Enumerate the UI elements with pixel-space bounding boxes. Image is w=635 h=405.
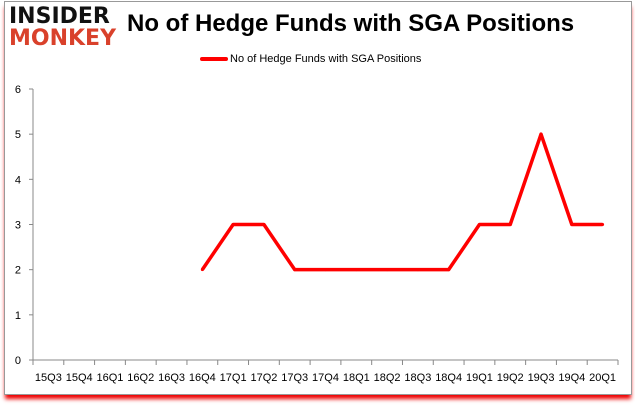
data-point [477,223,481,226]
data-point [262,223,266,226]
x-tick-label: 20Q1 [589,372,616,384]
y-tick-label: 3 [15,220,21,232]
x-tick-label: 18Q4 [435,372,462,384]
chart-frame [4,1,632,395]
logo-line1: INSIDER [9,4,110,29]
chart-title: No of Hedge Funds with SGA Positions [127,10,575,37]
x-tick-label: 19Q2 [497,372,524,384]
y-tick-label: 2 [15,265,21,277]
data-point [508,223,512,226]
x-tick-label: 18Q2 [374,372,401,384]
y-tick-label: 5 [15,129,21,141]
y-tick-label: 0 [15,355,21,367]
x-tick-label: 17Q2 [250,372,277,384]
data-point [231,223,235,226]
data-point [447,268,451,272]
x-tick-label: 19Q3 [528,372,555,384]
x-tick-label: 19Q1 [466,372,493,384]
y-tick-label: 6 [15,84,21,96]
x-tick-label: 19Q4 [558,372,585,384]
x-tick-label: 16Q1 [97,372,124,384]
data-point [539,132,543,136]
x-tick-label: 17Q4 [312,372,339,384]
x-tick-label: 17Q1 [220,372,247,384]
data-point [200,268,204,272]
x-tick-label: 16Q2 [127,372,154,384]
x-tick-label: 15Q3 [35,372,62,384]
data-point [354,268,358,272]
logo-line2: MONKEY [9,26,117,51]
data-point [601,223,605,226]
x-tick-label: 16Q3 [158,372,185,384]
insider-monkey-logo: INSIDER MONKEY [9,6,119,50]
y-tick-label: 4 [15,174,21,186]
legend-swatch [200,57,228,61]
legend-label: No of Hedge Funds with SGA Positions [230,53,422,65]
data-point [293,268,297,272]
x-tick-label: 18Q1 [343,372,370,384]
x-tick-label: 16Q4 [189,372,216,384]
data-point [324,268,327,272]
legend: No of Hedge Funds with SGA Positions [200,53,421,65]
x-tick-label: 17Q3 [281,372,308,384]
data-point [416,268,420,272]
x-tick-label: 15Q4 [66,372,93,384]
y-tick-label: 1 [15,310,21,322]
series-line [200,132,603,272]
data-point [385,268,389,272]
x-tick-label: 18Q3 [404,372,431,384]
data-point [570,223,574,226]
